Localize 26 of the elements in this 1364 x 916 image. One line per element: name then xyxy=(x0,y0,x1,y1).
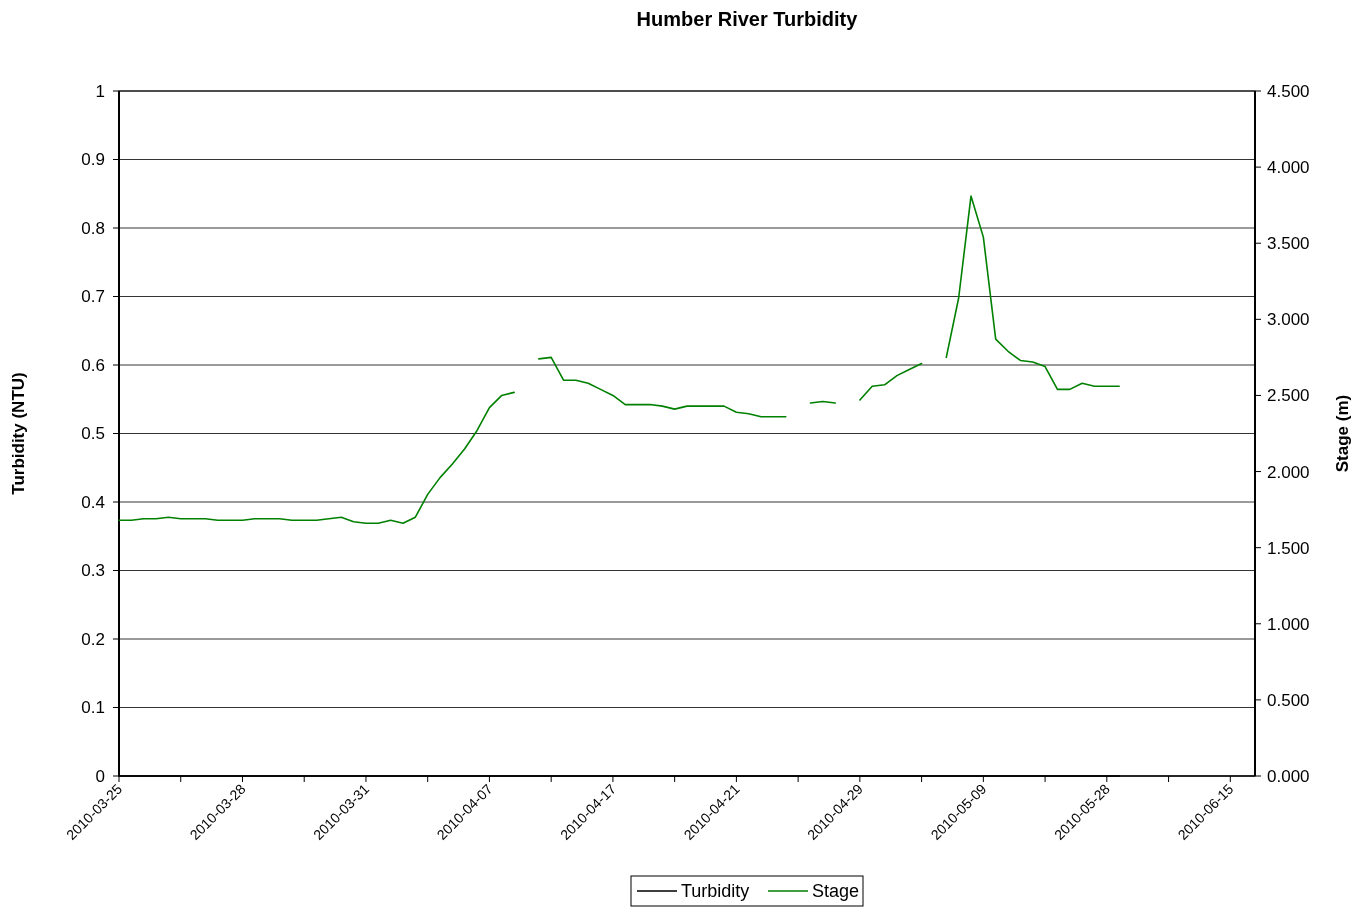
y-tick-label: 0.9 xyxy=(81,150,105,170)
y-axis-title: Turbidity (NTU) xyxy=(9,372,28,495)
y-tick-label: 0.7 xyxy=(81,287,105,307)
y-tick-label: 0.5 xyxy=(81,424,105,444)
y-tick-label: 0.6 xyxy=(81,355,105,375)
y2-tick-label: 0.000 xyxy=(1267,766,1310,786)
y2-tick-label: 1.000 xyxy=(1267,614,1310,634)
legend-label: Stage xyxy=(812,881,860,902)
y2-tick-label: 4.000 xyxy=(1267,158,1310,178)
y-tick-label: 0 xyxy=(95,766,105,786)
chart-title: Humber River Turbidity xyxy=(636,8,859,30)
y-tick-label: 0.3 xyxy=(81,561,105,581)
y2-tick-label: 3.500 xyxy=(1267,234,1310,254)
y-tick-label: 0.4 xyxy=(81,492,105,512)
y2-tick-label: 0.500 xyxy=(1267,690,1310,710)
y2-tick-label: 3.000 xyxy=(1267,310,1310,330)
legend-label: Turbidity xyxy=(681,881,750,902)
y2-tick-label: 4.500 xyxy=(1267,81,1310,101)
y2-tick-label: 1.500 xyxy=(1267,538,1310,558)
y2-axis-title: Stage (m) xyxy=(1333,394,1352,473)
y-tick-label: 0.1 xyxy=(81,698,105,718)
y-tick-label: 0.2 xyxy=(81,629,105,649)
y-tick-label: 0.8 xyxy=(81,218,105,238)
y2-tick-label: 2.500 xyxy=(1267,386,1310,406)
y-tick-label: 1 xyxy=(95,81,105,101)
y2-tick-label: 2.000 xyxy=(1267,462,1310,482)
